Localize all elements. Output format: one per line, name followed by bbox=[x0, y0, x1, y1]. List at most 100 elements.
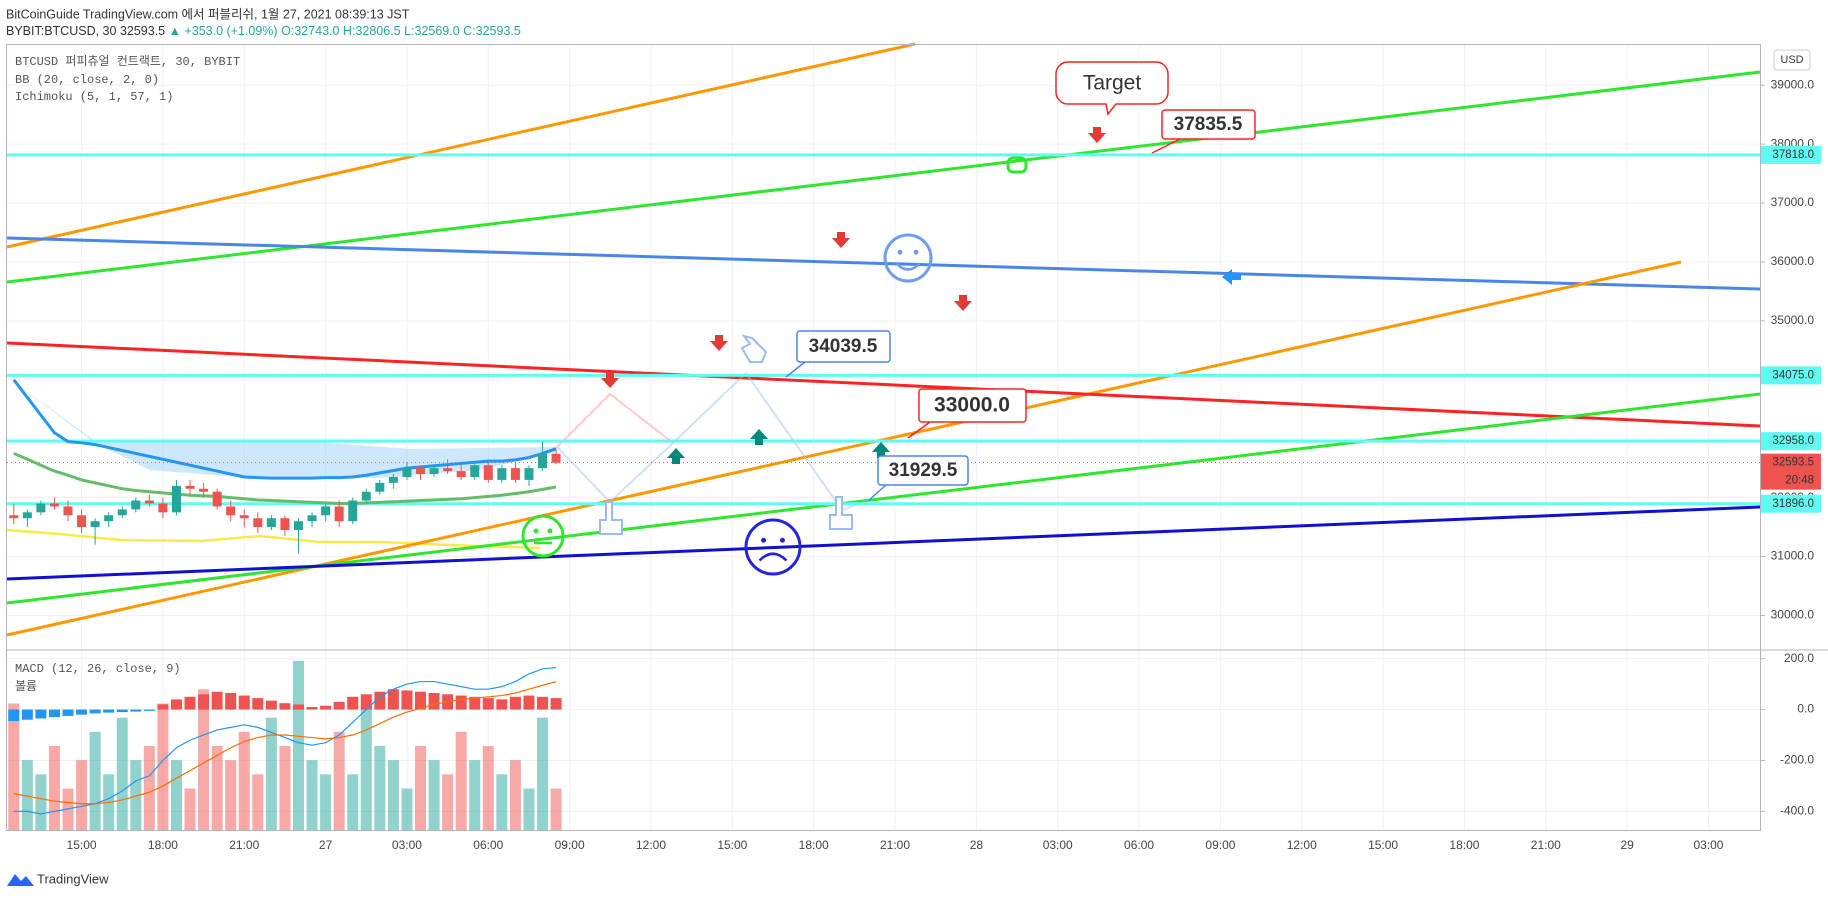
macd-histogram-bar bbox=[306, 707, 318, 710]
trend-line bbox=[6, 341, 1761, 428]
callout-pointer bbox=[785, 361, 806, 378]
level-tag bbox=[1761, 494, 1821, 513]
level-tag-label: 31896.0 bbox=[1772, 498, 1814, 510]
macd-histogram-bar bbox=[428, 693, 440, 710]
macd-histogram-bar bbox=[292, 704, 304, 710]
emoji-mouth bbox=[758, 552, 788, 562]
candle-body bbox=[226, 506, 236, 516]
emoji-eye bbox=[913, 249, 919, 255]
change: ▲ +353.0 (+1.09%) bbox=[169, 24, 278, 38]
x-tick-label: 18:00 bbox=[148, 838, 178, 852]
last-price: 32593.5 bbox=[120, 24, 165, 38]
indicator-line bbox=[12, 378, 557, 480]
volume-bar bbox=[35, 774, 47, 831]
grid bbox=[7, 44, 1760, 831]
macd-histogram-bar bbox=[537, 696, 549, 710]
candle-body bbox=[307, 515, 317, 522]
target-text: Target bbox=[1083, 72, 1142, 95]
volume-bar bbox=[198, 689, 210, 831]
callout-text: 34039.5 bbox=[809, 336, 878, 357]
x-tick-label: 09:00 bbox=[1205, 838, 1235, 852]
candle-body bbox=[199, 488, 209, 492]
macd-histogram-bar bbox=[333, 701, 345, 710]
volume-bar bbox=[428, 760, 440, 831]
x-tick-label: 18:00 bbox=[799, 838, 829, 852]
callout-pointer bbox=[1151, 138, 1181, 154]
target-bubble bbox=[1055, 61, 1169, 116]
legend-bb: BB (20, close, 2, 0) bbox=[15, 73, 159, 87]
y-tick-label: 31000.0 bbox=[1771, 549, 1815, 563]
level-tag-label: 37818.0 bbox=[1772, 149, 1814, 161]
macd-histogram-bar bbox=[143, 709, 155, 711]
macd-histogram-bar bbox=[550, 698, 562, 710]
price-tag bbox=[1761, 453, 1821, 490]
volume-bar bbox=[8, 703, 20, 831]
volume-bar bbox=[537, 717, 549, 831]
x-tick-label: 15:00 bbox=[717, 838, 747, 852]
x-tick-label: 06:00 bbox=[473, 838, 503, 852]
candle-body bbox=[470, 465, 480, 477]
volume-bar bbox=[509, 760, 521, 831]
macd-histogram-bar bbox=[238, 695, 250, 710]
candle-body bbox=[239, 515, 249, 519]
x-tick-label: 21:00 bbox=[229, 838, 259, 852]
x-tick-label: 18:00 bbox=[1449, 838, 1479, 852]
candle-body bbox=[185, 485, 195, 489]
volume-bar bbox=[265, 717, 277, 831]
volume-bar bbox=[62, 788, 74, 831]
volume-bar bbox=[184, 788, 196, 831]
candle-body bbox=[551, 453, 561, 463]
signal-line bbox=[13, 680, 557, 805]
emoji-eye bbox=[761, 537, 767, 543]
macd-histogram-bar bbox=[360, 694, 372, 710]
arrow-icon bbox=[872, 442, 890, 458]
macd-histogram-bar bbox=[130, 709, 142, 712]
macd-histogram-bar bbox=[401, 690, 413, 710]
countdown: 20:48 bbox=[1785, 475, 1814, 487]
candle-body bbox=[361, 491, 371, 501]
callout-text: 31929.5 bbox=[889, 460, 958, 481]
candle-body bbox=[321, 506, 331, 516]
y-tick-label: 30000.0 bbox=[1771, 608, 1815, 622]
candle-body bbox=[524, 468, 534, 480]
candle-body bbox=[104, 515, 114, 522]
volume-bar bbox=[157, 703, 169, 831]
price-tag-label: 32593.5 bbox=[1772, 457, 1814, 469]
candle-body bbox=[253, 518, 263, 528]
volume-bar bbox=[550, 788, 562, 831]
ichimoku-lagging-line bbox=[6, 528, 541, 550]
candle-body bbox=[90, 521, 100, 528]
arrow-icon bbox=[601, 372, 619, 388]
y-tick-label: 200.0 bbox=[1784, 651, 1814, 665]
arrow-icon bbox=[832, 232, 850, 248]
currency: USD bbox=[1780, 54, 1803, 66]
legend-volume: 볼륨 bbox=[15, 679, 37, 694]
callout-text: 33000.0 bbox=[934, 394, 1010, 417]
trend-lines bbox=[6, 42, 1761, 637]
candle-body bbox=[22, 512, 32, 519]
y-tick-label: 35000.0 bbox=[1771, 313, 1815, 327]
projection-path bbox=[556, 371, 871, 512]
frame bbox=[6, 44, 1828, 831]
candle-body bbox=[375, 482, 385, 492]
volume-bar bbox=[333, 731, 345, 831]
hand-icon bbox=[740, 334, 768, 363]
macd-histogram-bar bbox=[198, 694, 210, 710]
icons bbox=[521, 127, 1241, 576]
currency-badge[interactable] bbox=[1773, 49, 1811, 71]
emoji-eye bbox=[779, 537, 785, 543]
emoji-eye bbox=[533, 528, 539, 534]
trend-line bbox=[6, 505, 1761, 581]
macd-histogram-bar bbox=[347, 696, 359, 710]
emoji-eye bbox=[547, 528, 553, 534]
y-tick-label: 39000.0 bbox=[1771, 77, 1815, 91]
emoji-mouth bbox=[895, 262, 921, 271]
level-tag bbox=[1761, 145, 1821, 164]
y-tick-label: -400.0 bbox=[1780, 804, 1814, 818]
arrow-icon bbox=[954, 295, 972, 311]
x-tick-label: 06:00 bbox=[1124, 838, 1154, 852]
volume-bar bbox=[347, 774, 359, 831]
callouts: Target 37835.5 34039.5 33000.0 31929.5 bbox=[785, 61, 1256, 502]
candle-body bbox=[456, 471, 466, 477]
